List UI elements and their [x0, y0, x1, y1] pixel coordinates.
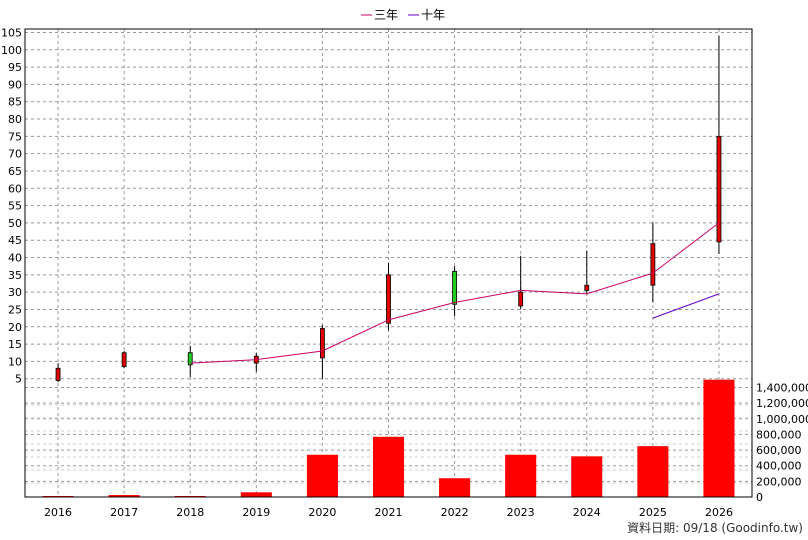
moving-averages — [190, 222, 720, 364]
volume-tick-label: 600,000 — [756, 444, 802, 457]
price-tick-label: 15 — [8, 338, 22, 351]
price-tick-label: 45 — [8, 234, 22, 247]
price-tick-label: 30 — [8, 286, 22, 299]
source-note: 資料日期: 09/18 (Goodinfo.tw) — [627, 521, 803, 535]
legend: 三年 十年 — [361, 8, 445, 22]
x-tick-label: 2017 — [110, 506, 138, 519]
price-tick-label: 10 — [8, 355, 22, 368]
volume-bar — [108, 495, 140, 497]
volume-bar — [703, 379, 735, 497]
volume-tick-label: 1,000,000 — [756, 413, 808, 426]
x-tick-label: 2024 — [573, 506, 601, 519]
ma3-line — [190, 222, 720, 364]
volume-bars — [42, 379, 735, 497]
ma10-line — [652, 293, 720, 319]
candle-body — [320, 328, 325, 359]
volume-tick-label: 200,000 — [756, 475, 802, 488]
legend-ma10-label: 十年 — [421, 8, 445, 22]
price-tick-label: 105 — [1, 26, 22, 39]
volume-bar — [571, 456, 603, 497]
candle-body — [452, 270, 457, 305]
x-tick-label: 2025 — [639, 506, 667, 519]
x-tick-label: 2023 — [507, 506, 535, 519]
volume-tick-label: 800,000 — [756, 428, 802, 441]
price-tick-label: 80 — [8, 113, 22, 126]
candle-body — [716, 135, 722, 243]
axes: 5101520253035404550556065707580859095100… — [1, 26, 808, 519]
volume-bar — [505, 454, 537, 497]
grid — [25, 29, 752, 497]
price-tick-label: 85 — [8, 96, 22, 109]
candle-body — [386, 274, 391, 324]
price-tick-label: 40 — [8, 252, 22, 265]
x-tick-label: 2021 — [375, 506, 403, 519]
price-tick-label: 55 — [8, 200, 22, 213]
volume-tick-label: 400,000 — [756, 460, 802, 473]
price-tick-label: 70 — [8, 148, 22, 161]
candle-body — [121, 352, 127, 367]
price-tick-label: 25 — [8, 303, 22, 316]
x-tick-label: 2020 — [308, 506, 336, 519]
price-tick-label: 95 — [8, 61, 22, 74]
price-tick-label: 35 — [8, 269, 22, 282]
volume-tick-label: 1,200,000 — [756, 397, 808, 410]
candle-body — [584, 284, 590, 291]
price-tick-label: 100 — [1, 44, 22, 57]
legend-ma3-label: 三年 — [374, 8, 398, 22]
price-tick-label: 90 — [8, 78, 22, 91]
price-tick-label: 5 — [15, 373, 22, 386]
x-tick-label: 2019 — [242, 506, 270, 519]
volume-bar — [372, 436, 405, 497]
volume-bar — [439, 478, 471, 497]
candle-body — [187, 352, 193, 366]
x-tick-label: 2026 — [705, 506, 733, 519]
candle-body — [518, 291, 524, 307]
volume-bar — [240, 492, 272, 497]
price-tick-label: 65 — [8, 165, 22, 178]
candle-body — [55, 367, 61, 381]
plot-border — [24, 28, 753, 498]
price-tick-label: 20 — [8, 321, 22, 334]
x-tick-label: 2018 — [176, 506, 204, 519]
x-tick-label: 2016 — [44, 506, 72, 519]
volume-bar — [306, 454, 338, 497]
volume-tick-label: 1,400,000 — [756, 382, 808, 395]
volume-bar — [637, 446, 669, 497]
x-tick-label: 2022 — [441, 506, 469, 519]
price-tick-label: 50 — [8, 217, 22, 230]
volume-tick-label: 0 — [756, 491, 763, 504]
candle-body — [650, 243, 656, 286]
price-tick-label: 60 — [8, 182, 22, 195]
price-candles — [55, 35, 722, 383]
price-tick-label: 75 — [8, 130, 22, 143]
